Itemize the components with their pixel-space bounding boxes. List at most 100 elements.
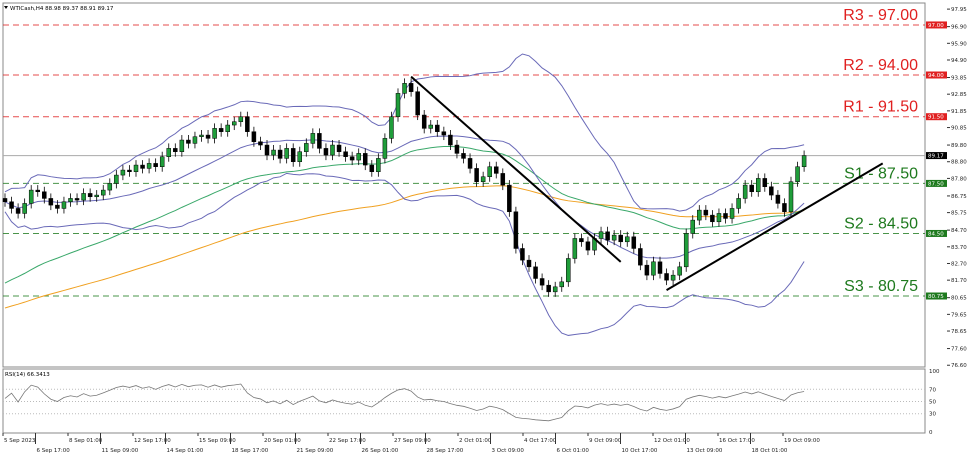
candle [598, 226, 604, 244]
price-tag-text: 97.00 [928, 23, 944, 29]
collapse-triangle-icon[interactable] [4, 6, 8, 9]
candles-layer [2, 78, 807, 297]
candle-body [435, 124, 440, 132]
candle-body [625, 236, 630, 243]
candle-body [127, 169, 132, 172]
candle-body [284, 148, 289, 159]
candle-body [683, 233, 689, 268]
candle-body [87, 193, 93, 198]
candle-body [500, 173, 506, 186]
trendlines-layer [410, 75, 884, 292]
candle [611, 230, 617, 246]
candle-body [520, 248, 525, 261]
candle [101, 185, 106, 201]
trendline [410, 75, 622, 263]
candle-body [467, 158, 473, 169]
candle-body [192, 136, 198, 144]
level-label: R1 - 91.50 [843, 99, 918, 116]
candle [638, 243, 643, 271]
candle-body [173, 148, 178, 152]
candle [415, 86, 420, 121]
candle [448, 130, 453, 151]
candle [238, 111, 244, 127]
candle [349, 151, 355, 166]
candle-body [566, 258, 571, 283]
candle [756, 173, 761, 197]
candle [631, 231, 637, 254]
candle [363, 148, 368, 171]
trendline [666, 162, 884, 292]
candle-body [651, 261, 656, 276]
candle-body [120, 169, 126, 176]
bollinger-lower [4, 172, 805, 336]
candle [395, 88, 401, 122]
time-axis-label: 6 Oct 01:00 [557, 448, 590, 454]
candle [657, 256, 663, 279]
candle-body [395, 93, 401, 117]
candle [762, 173, 768, 192]
candle [258, 136, 263, 151]
candle [500, 168, 506, 191]
candle-body [441, 131, 447, 136]
candle [317, 128, 322, 154]
candle [480, 171, 486, 187]
candle [330, 140, 335, 161]
time-axis-label: 15 Sep 09:00 [199, 438, 236, 444]
candle-body [454, 144, 460, 154]
candle [408, 78, 414, 97]
candle-body [539, 278, 545, 286]
candle-body [552, 286, 558, 293]
candle [186, 135, 191, 149]
price-tag [926, 179, 947, 187]
candle [28, 185, 34, 209]
candle-body [369, 164, 375, 172]
candle [343, 146, 348, 162]
candle [336, 140, 342, 157]
price-tag [926, 292, 947, 300]
price-axis-label: 79.65 [951, 312, 967, 318]
candle-body [258, 141, 263, 146]
candle-body [638, 248, 643, 266]
candle-body [631, 236, 637, 249]
candle-body [697, 209, 702, 221]
candle-body [330, 144, 335, 156]
time-axis-label: 10 Oct 17:00 [622, 448, 658, 454]
candle [618, 230, 623, 247]
candle-body [304, 143, 309, 152]
time-axis-label: 18 Sep 17:00 [232, 448, 269, 454]
candle [173, 143, 178, 157]
candle-body [382, 138, 388, 159]
candle [487, 161, 492, 182]
candle-body [179, 139, 185, 152]
candle-body [271, 149, 276, 156]
time-axis-label: 9 Oct 09:00 [589, 438, 622, 444]
candle [742, 180, 748, 204]
candle [74, 193, 80, 206]
candle-body [408, 83, 414, 92]
candle-body [605, 231, 610, 241]
candle [199, 130, 204, 142]
candle-body [703, 209, 709, 216]
candle-body [146, 163, 152, 169]
candle-body [166, 148, 171, 157]
time-axis-label: 21 Sep 09:00 [297, 448, 334, 454]
candle-body [559, 281, 564, 288]
candle-body [585, 241, 591, 251]
candle [625, 231, 630, 247]
candle [683, 228, 689, 272]
axes-layer: 97.00 94.00 91.50 87.50 84.50 80.75 100 70 50 30 0… [2, 7, 967, 454]
price-axis-label: 89.80 [951, 143, 967, 149]
candle-body [277, 149, 283, 159]
rsi-axis-label: 30 [929, 412, 936, 418]
symbol-info: WTICash,H4 88.98 89.37 88.91 89.17 [10, 6, 114, 12]
candle-body [461, 153, 466, 159]
candle-body [769, 186, 774, 196]
price-axis-label: 80.65 [951, 296, 967, 302]
rsi-header: RSI(14) 66.3413 [5, 372, 50, 378]
candle [605, 226, 610, 246]
candle-body [657, 261, 663, 274]
candle-body [199, 134, 204, 137]
candle-body [618, 234, 623, 243]
candle [775, 190, 781, 209]
candle [552, 281, 558, 297]
